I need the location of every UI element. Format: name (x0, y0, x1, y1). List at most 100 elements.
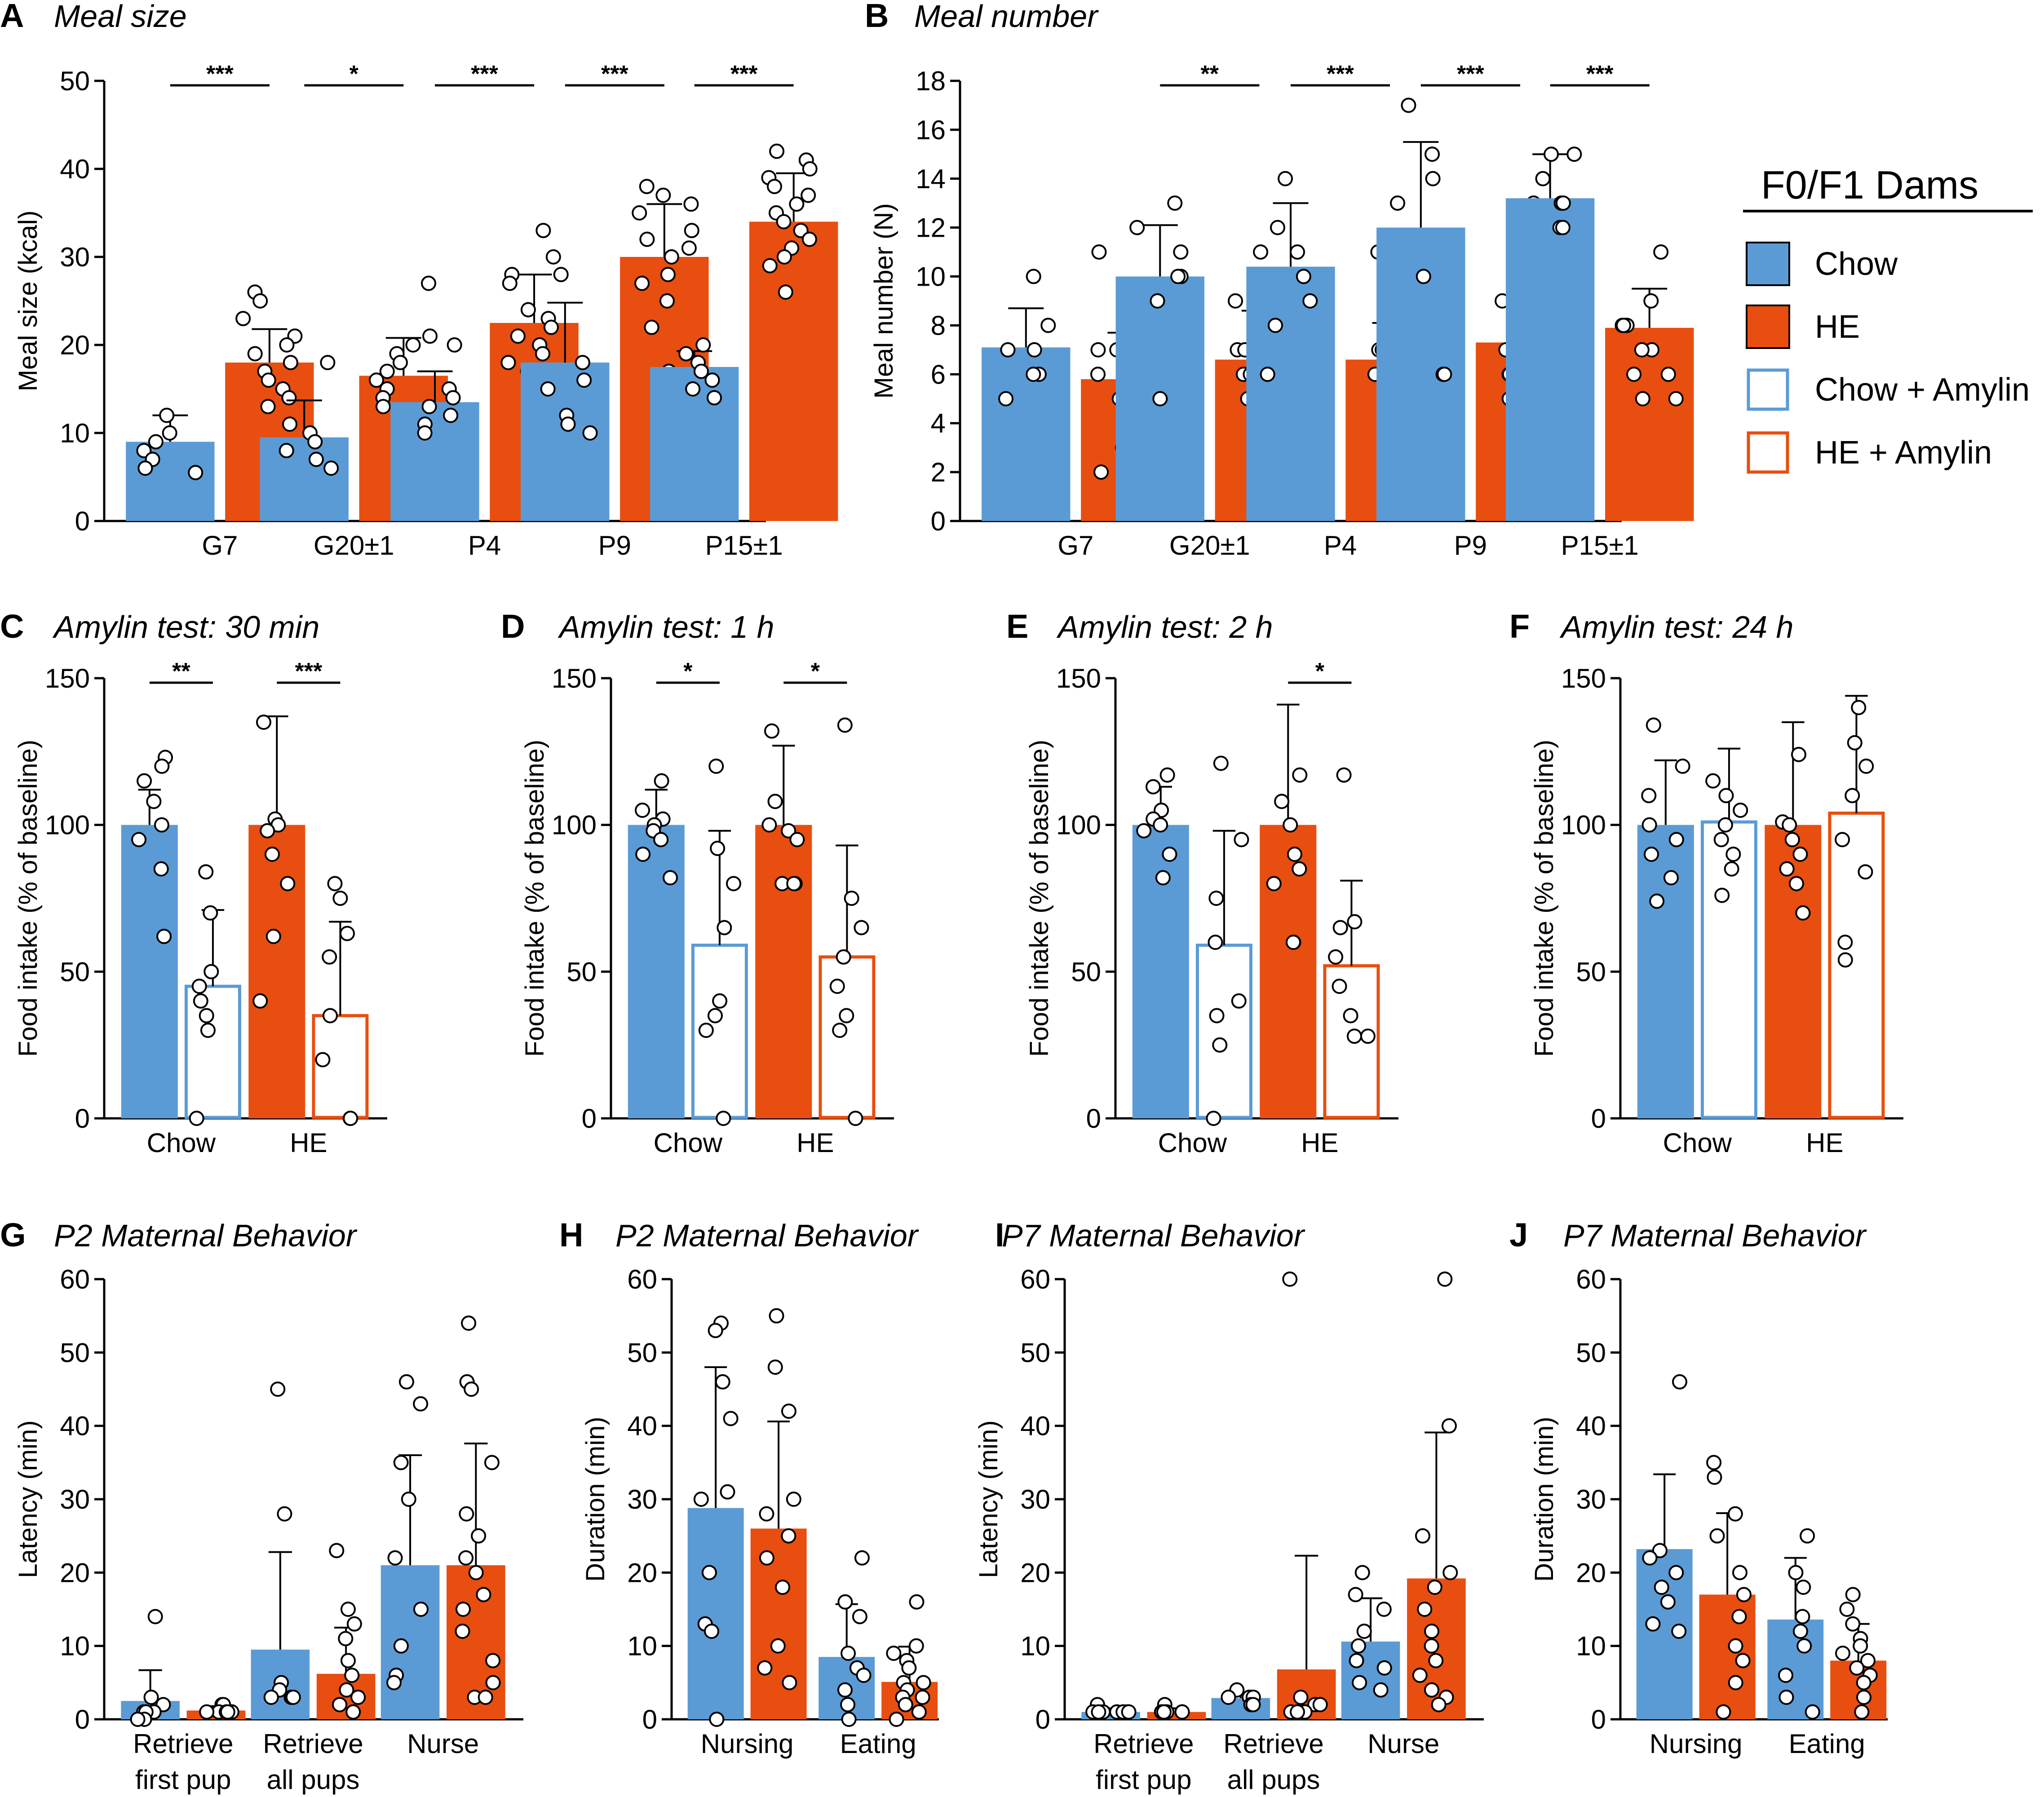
data-point (338, 1631, 354, 1647)
y-tick-label: 50 (1020, 1338, 1050, 1368)
y-tick-label: 2 (931, 457, 946, 487)
data-point (1725, 847, 1741, 862)
data-point (632, 205, 647, 221)
data-point (1837, 952, 1853, 968)
data-point (1332, 920, 1348, 936)
data-point (1360, 1029, 1376, 1044)
category-label: G20±1 (314, 530, 394, 561)
data-point (634, 275, 650, 291)
data-point (386, 1675, 402, 1691)
data-point (265, 928, 281, 944)
data-point (413, 1602, 429, 1617)
data-point (761, 817, 777, 833)
y-tick-label: 10 (60, 418, 90, 448)
y-tick-label: 20 (1576, 1558, 1606, 1588)
data-point (252, 993, 268, 1009)
legend-label: Chow (1815, 246, 1898, 282)
data-point (1735, 1653, 1751, 1669)
data-point (901, 1660, 917, 1676)
data-point (478, 1690, 493, 1705)
data-point (461, 1316, 477, 1331)
y-tick-label: 10 (1020, 1631, 1050, 1661)
data-point (1347, 914, 1363, 930)
category-label: Retrieve (263, 1729, 363, 1759)
data-point (1352, 1675, 1367, 1691)
data-point (445, 390, 461, 406)
data-point (340, 926, 355, 941)
data-point (1267, 318, 1283, 333)
data-point (545, 249, 561, 265)
data-point (1416, 269, 1431, 284)
data-point (1441, 1418, 1457, 1434)
data-point (464, 1382, 479, 1397)
data-point (1167, 195, 1183, 211)
data-point (759, 1550, 774, 1566)
panel-title: Amylin test: 24 h (1559, 609, 1793, 645)
legend-swatch (1746, 242, 1790, 286)
y-tick-label: 0 (75, 1104, 90, 1134)
data-point (162, 425, 177, 441)
data-point (159, 407, 175, 423)
data-point (1000, 342, 1016, 358)
data-point (1642, 1550, 1658, 1566)
category-group: Eating (1767, 1528, 1887, 1759)
legend-label: HE + Amylin (1815, 435, 1992, 471)
data-point (707, 1008, 723, 1024)
data-point (1376, 1660, 1392, 1676)
category-group: P15±1 *** (1505, 61, 1694, 561)
data-point (277, 1506, 292, 1522)
data-point (1641, 788, 1657, 804)
legend-item: Chow + Amylin (1747, 368, 2030, 411)
category-label: G7 (1057, 530, 1093, 561)
y-axis-label: Meal number (N) (869, 203, 898, 398)
data-point (322, 949, 337, 965)
data-point (1649, 893, 1665, 909)
data-point (1208, 891, 1224, 906)
data-point (322, 1008, 338, 1024)
data-point (839, 1008, 854, 1024)
data-point (1155, 870, 1171, 886)
data-point (726, 876, 742, 892)
data-point (1373, 1682, 1389, 1698)
data-point (282, 416, 298, 432)
data-point (329, 1543, 345, 1559)
y-tick-label: 0 (582, 1104, 597, 1134)
data-point (1634, 342, 1650, 358)
y-tick-label: 40 (60, 154, 90, 184)
y-axis-label: Duration (min) (1530, 1417, 1559, 1581)
data-point (1145, 779, 1161, 795)
data-point (886, 1646, 902, 1661)
data-point (235, 311, 251, 327)
data-point (1152, 391, 1168, 406)
data-point (417, 425, 433, 441)
category-group: Retrieve all pups (251, 1382, 376, 1795)
data-point (543, 319, 559, 335)
category-label-line2: first pup (135, 1765, 231, 1795)
panel-label: F (1509, 608, 1530, 645)
data-point (1437, 1272, 1453, 1287)
data-point (1845, 788, 1860, 804)
data-point (153, 861, 169, 877)
category-group: HE *** (248, 658, 369, 1158)
data-point (1675, 759, 1690, 774)
y-tick-label: 0 (642, 1704, 657, 1735)
data-point (455, 1602, 471, 1617)
data-point (786, 876, 802, 892)
data-point (710, 840, 726, 856)
panel-label: H (559, 1216, 583, 1254)
data-point (1653, 244, 1669, 260)
category-group: Eating (818, 1550, 938, 1759)
data-point (644, 319, 659, 335)
data-point (143, 1690, 159, 1705)
y-tick-label: 12 (916, 213, 946, 243)
bar (390, 402, 479, 521)
panel-title: P2 Maternal Behavior (615, 1218, 919, 1253)
significance-label: *** (1327, 61, 1354, 87)
y-tick-label: 14 (916, 164, 946, 194)
category-label: P9 (598, 530, 631, 561)
y-tick-label: 0 (1591, 1104, 1606, 1134)
category-label-line2: all pups (1227, 1765, 1320, 1795)
significance-label: * (350, 61, 359, 87)
data-point (1779, 861, 1795, 877)
